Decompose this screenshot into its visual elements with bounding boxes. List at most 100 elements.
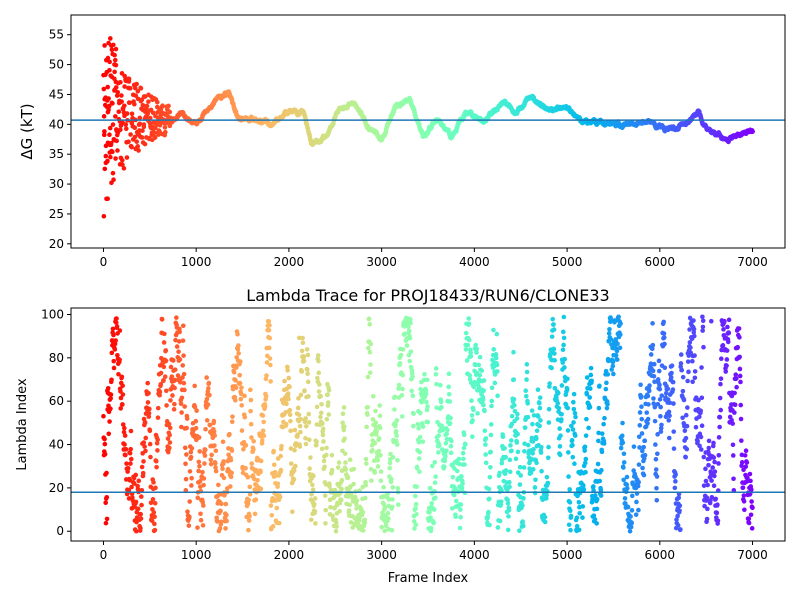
lambda-point (239, 385, 244, 390)
lambda-point (192, 404, 198, 410)
lambda-point (105, 386, 111, 391)
delta-g-point (106, 107, 111, 113)
lambda-point (528, 470, 534, 476)
delta-g-point (102, 43, 107, 48)
lambda-point (122, 425, 127, 431)
lambda-point (180, 363, 186, 368)
lambda-point (293, 463, 298, 469)
lambda-point (447, 399, 453, 404)
lambda-point (192, 383, 197, 389)
lambda-axes-frame (70, 307, 786, 542)
lambda-point (461, 432, 467, 438)
lambda-point (201, 476, 207, 481)
lambda-point (698, 408, 704, 414)
lambda-point (179, 424, 184, 430)
lambda-point (701, 454, 707, 460)
lambda-point (675, 513, 680, 519)
lambda-point (656, 358, 662, 364)
lambda-point (266, 319, 271, 324)
lambda-point (334, 524, 339, 529)
lambda-point (320, 426, 326, 432)
lambda-point (237, 380, 243, 386)
lambda-point (448, 443, 454, 449)
lambda-point (117, 357, 122, 363)
lambda-point (394, 438, 399, 444)
lambda-point (343, 467, 349, 472)
lambda-point (196, 468, 201, 474)
lambda-point (546, 444, 551, 450)
lambda-point (117, 328, 123, 333)
lambda-point (714, 510, 720, 516)
lambda-point (407, 358, 413, 364)
lambda-point (109, 350, 115, 356)
lambda-point (535, 414, 541, 419)
lambda-point (179, 410, 184, 415)
delta-g-point (167, 123, 173, 129)
lambda-point (562, 356, 567, 362)
lambda-point (460, 450, 466, 456)
lambda-point (404, 343, 410, 348)
delta-g-point (138, 86, 144, 91)
delta-g-point (103, 153, 109, 159)
lambda-point (247, 491, 253, 497)
lambda-point (287, 384, 292, 390)
lambda-point (139, 464, 145, 470)
lambda-point (446, 384, 451, 390)
lambda-point (201, 482, 206, 488)
lambda-point (207, 392, 212, 398)
lambda-point (106, 431, 112, 437)
lambda-point (246, 527, 251, 533)
lambda-point (230, 414, 235, 419)
lambda-point (111, 332, 116, 338)
lambda-point (712, 459, 717, 465)
lambda-point (481, 378, 487, 383)
lambda-point (251, 447, 256, 452)
lambda-point (650, 368, 656, 374)
lambda-point (367, 322, 372, 327)
delta-g-point (134, 81, 139, 87)
lambda-point (133, 472, 139, 478)
lambda-point (303, 441, 309, 447)
lambda-point (463, 330, 469, 336)
lambda-point (545, 489, 550, 494)
lambda-point (483, 452, 488, 457)
lambda-point (487, 474, 493, 480)
y-tick-label: 40 (49, 438, 64, 452)
lambda-point (534, 460, 539, 466)
lambda-point (314, 439, 319, 445)
lambda-point (238, 396, 244, 402)
delta-g-point (126, 139, 131, 145)
lambda-point (716, 435, 722, 440)
lambda-point (402, 324, 407, 329)
lambda-point (241, 446, 246, 452)
lambda-point (655, 401, 661, 407)
lambda-point (515, 431, 520, 437)
lambda-point (376, 448, 382, 454)
lambda-point (110, 326, 116, 332)
lambda-point (268, 362, 273, 368)
lambda-point (716, 452, 722, 458)
lambda-point (211, 429, 217, 434)
lambda-point (352, 494, 358, 500)
lambda-point (570, 442, 575, 448)
lambda-point (368, 362, 373, 367)
lambda-point (299, 369, 305, 374)
lambda-point (417, 434, 423, 440)
lambda-point (316, 370, 322, 376)
lambda-point (148, 500, 154, 506)
lambda-point (620, 420, 625, 426)
lambda-point (606, 358, 611, 364)
lambda-point (167, 425, 173, 431)
lambda-point (370, 417, 376, 422)
lambda-point (467, 377, 473, 382)
lambda-point (449, 438, 454, 444)
delta-g-point (129, 144, 134, 150)
lambda-chart-title: Lambda Trace for PROJ18433/RUN6/CLONE33 (246, 286, 609, 305)
lambda-point (167, 432, 172, 438)
lambda-point (163, 358, 169, 364)
lambda-point (743, 464, 749, 469)
lambda-point (741, 499, 747, 504)
lambda-point (489, 398, 495, 404)
lambda-point (566, 474, 571, 479)
lambda-point (305, 352, 311, 358)
